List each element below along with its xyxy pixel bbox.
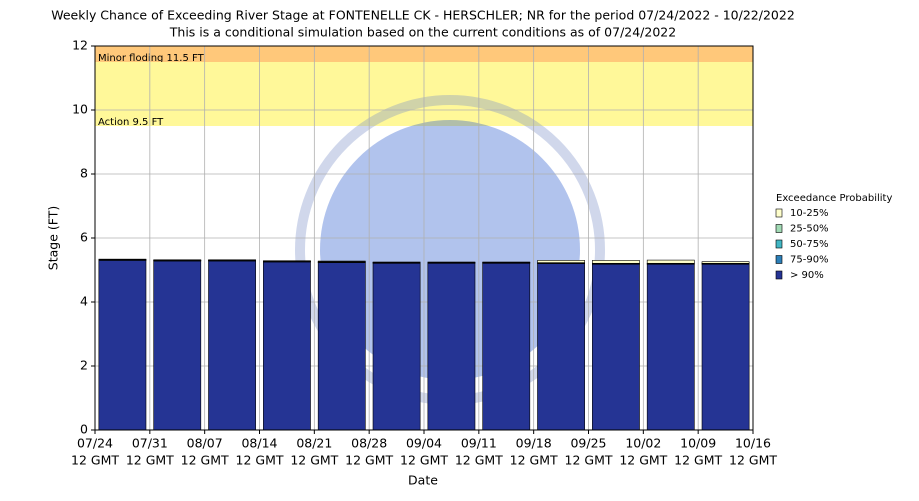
x-tick-label: 12 GMT (290, 453, 338, 468)
y-tick-label: 2 (80, 358, 88, 373)
bar-segment (702, 262, 749, 264)
x-tick-label: 08/07 (187, 436, 223, 451)
bar-segment (318, 263, 365, 430)
legend-label: > 90% (790, 270, 824, 281)
x-tick-label: 12 GMT (236, 453, 284, 468)
legend-label: 25-50% (790, 224, 829, 235)
x-tick-label: 08/14 (241, 436, 277, 451)
x-tick-label: 08/28 (351, 436, 387, 451)
x-tick-label: 12 GMT (619, 453, 667, 468)
y-axis-label: Stage (FT) (46, 206, 61, 270)
x-tick-label: 09/18 (516, 436, 552, 451)
bar-segment (263, 262, 310, 430)
bar-segment (647, 260, 694, 263)
bar-segment (428, 263, 475, 430)
x-tick-label: 12 GMT (181, 453, 229, 468)
legend-swatch (776, 225, 782, 233)
y-tick-label: 8 (80, 166, 88, 181)
y-tick-label: 10 (72, 102, 88, 117)
bar-segment (592, 260, 639, 263)
legend-swatch (776, 256, 782, 264)
bar-segment (647, 264, 694, 430)
x-tick-label: 12 GMT (400, 453, 448, 468)
y-tick-label: 6 (80, 230, 88, 245)
bar-segment (592, 264, 639, 430)
bar-segment (538, 260, 585, 262)
legend-label: 50-75% (790, 239, 829, 250)
x-tick-label: 12 GMT (565, 453, 613, 468)
x-tick-label: 12 GMT (674, 453, 722, 468)
x-tick-label: 09/04 (406, 436, 442, 451)
bar-segment (702, 264, 749, 430)
x-tick-label: 08/21 (296, 436, 332, 451)
x-tick-label: 07/24 (77, 436, 113, 451)
y-tick-label: 0 (80, 422, 88, 437)
x-tick-label: 10/16 (735, 436, 771, 451)
x-tick-label: 09/25 (570, 436, 606, 451)
legend-title: Exceedance Probability (776, 193, 892, 204)
chart-title: Weekly Chance of Exceeding River Stage a… (51, 8, 795, 23)
x-tick-label: 12 GMT (455, 453, 503, 468)
bar-segment (99, 260, 146, 430)
bar-segment (373, 263, 420, 430)
legend-label: 10-25% (790, 208, 829, 219)
legend-swatch (776, 240, 782, 248)
chart-subtitle: This is a conditional simulation based o… (169, 25, 676, 40)
legend-swatch (776, 209, 782, 217)
x-tick-label: 07/31 (132, 436, 168, 451)
x-tick-label: 12 GMT (729, 453, 777, 468)
x-tick-label: 12 GMT (510, 453, 558, 468)
bar-segment (538, 264, 585, 430)
x-axis-label: Date (408, 473, 438, 488)
x-tick-label: 12 GMT (345, 453, 393, 468)
flood-label: Action 9.5 FT (98, 117, 164, 128)
legend-label: 75-90% (790, 255, 829, 266)
y-tick-label: 12 (72, 38, 88, 53)
bar-segment (318, 261, 365, 262)
y-tick-label: 4 (80, 294, 88, 309)
x-tick-label: 10/02 (625, 436, 661, 451)
x-tick-label: 09/11 (461, 436, 497, 451)
bar-segment (483, 263, 530, 430)
x-tick-label: 12 GMT (71, 453, 119, 468)
legend-swatch (776, 271, 782, 279)
x-tick-label: 10/09 (680, 436, 716, 451)
bar-segment (154, 261, 201, 430)
bar-segment (209, 261, 256, 430)
x-tick-label: 12 GMT (126, 453, 174, 468)
